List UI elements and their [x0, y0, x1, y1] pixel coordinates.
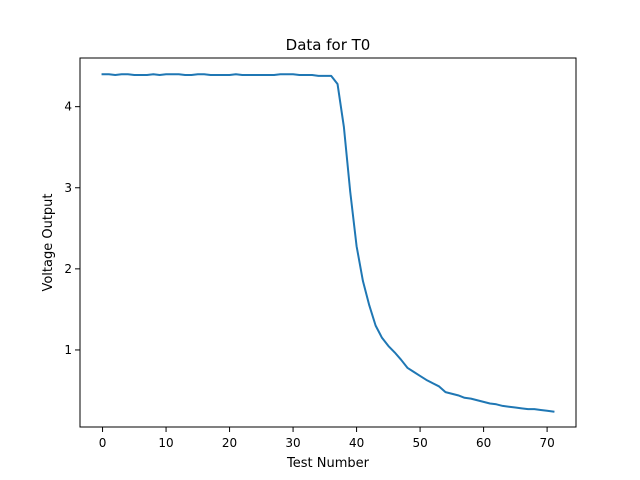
x-tick-label: 70 [539, 436, 554, 450]
x-tick-label: 30 [285, 436, 300, 450]
chart-title: Data for T0 [286, 36, 371, 54]
plot-area: 0 10 20 30 40 50 60 70 1 2 3 4 [64, 57, 577, 450]
plot-frame [79, 57, 577, 428]
y-tick-label: 4 [64, 100, 72, 114]
y-tick-label: 2 [64, 262, 72, 276]
x-tick-label: 50 [412, 436, 427, 450]
series-line [101, 73, 555, 413]
y-axis-label: Voltage Output [41, 193, 56, 291]
x-tick-label: 10 [158, 436, 173, 450]
y-axis-ticks: 1 2 3 4 [64, 100, 80, 357]
x-tick-label: 20 [222, 436, 237, 450]
y-tick-label: 1 [64, 343, 72, 357]
x-axis-ticks: 0 10 20 30 40 50 60 70 [99, 427, 555, 450]
x-axis-label: Test Number [286, 456, 370, 471]
x-tick-label: 60 [476, 436, 491, 450]
y-tick-label: 3 [64, 181, 72, 195]
x-tick-label: 0 [99, 436, 107, 450]
x-tick-label: 40 [349, 436, 364, 450]
